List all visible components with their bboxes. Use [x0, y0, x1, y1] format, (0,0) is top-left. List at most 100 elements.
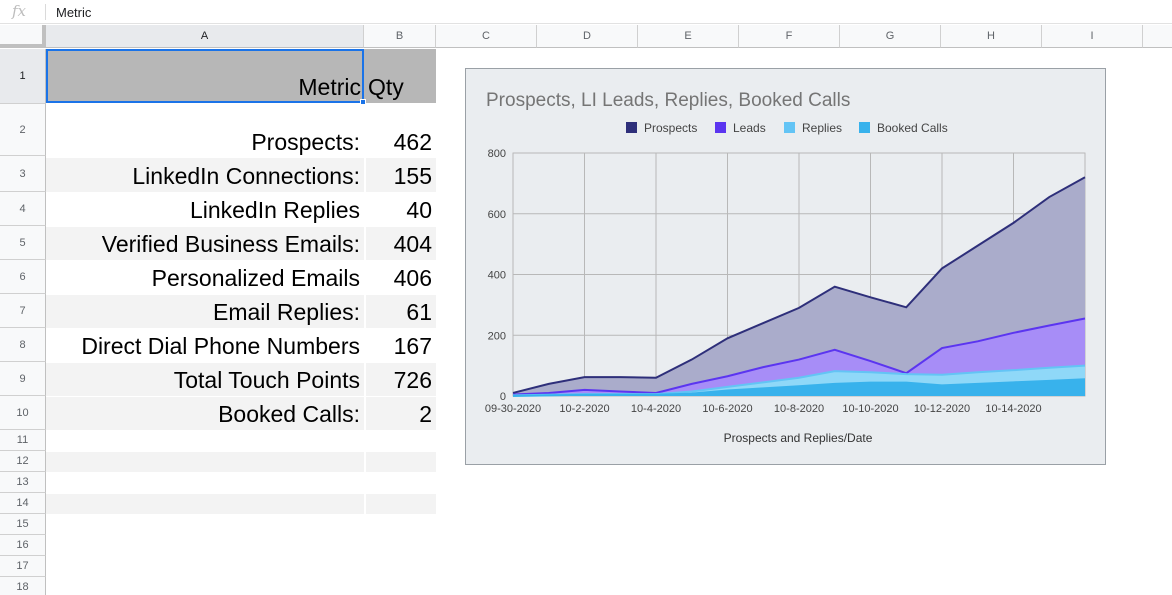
- fx-icon: fx: [12, 2, 27, 20]
- cell-b10[interactable]: 2: [419, 401, 432, 427]
- cell-a1[interactable]: Metric: [298, 74, 361, 100]
- cell-b8[interactable]: 167: [393, 333, 432, 359]
- band-row-7-b: [366, 295, 436, 328]
- chart-areas: [513, 177, 1085, 396]
- cell-a9[interactable]: Total Touch Points: [173, 367, 360, 393]
- row-header-9[interactable]: 9: [0, 362, 46, 396]
- band-row-3-a: [46, 158, 364, 192]
- row-header-6[interactable]: 6: [0, 260, 46, 294]
- cell-b5[interactable]: 404: [393, 231, 432, 257]
- active-cell-selection[interactable]: [46, 49, 364, 103]
- chart-title: Prospects, LI Leads, Replies, Booked Cal…: [486, 90, 850, 111]
- chart-lines: [512, 176, 1086, 397]
- legend-label-0: Prospects: [644, 121, 697, 135]
- cell-a8[interactable]: Direct Dial Phone Numbers: [81, 333, 360, 359]
- row-header-14[interactable]: 14: [0, 493, 46, 514]
- cell-b3[interactable]: 155: [393, 163, 432, 189]
- row-header-12[interactable]: 12: [0, 451, 46, 472]
- series-line-1: [512, 317, 1086, 396]
- row-header-7[interactable]: 7: [0, 294, 46, 328]
- cell-b6[interactable]: 406: [393, 265, 432, 291]
- series-area-0: [513, 177, 1085, 396]
- cell-b9[interactable]: 726: [393, 367, 432, 393]
- chart-x-ticks: 09-30-2020 10-2-2020 10-4-2020 10-6-2020 10-…: [485, 403, 1042, 415]
- frozen-column-handle[interactable]: [42, 25, 46, 48]
- cell-a4[interactable]: LinkedIn Replies: [189, 197, 360, 223]
- column-header-a[interactable]: A: [46, 25, 364, 48]
- chart-y-ticks: 0 200 400 600 800: [488, 148, 506, 403]
- y-tick-label-1: 200: [488, 330, 506, 342]
- row-header-5[interactable]: 5: [0, 226, 46, 260]
- chart-canvas: 0 200 400 600 800 09-30-2020 10-2-2020 10-4-20…: [485, 90, 1086, 445]
- cell-a7[interactable]: Email Replies:: [213, 299, 360, 325]
- y-tick-label-2: 400: [488, 270, 506, 282]
- row-header-1[interactable]: 1: [0, 49, 46, 104]
- header-row-fill: [46, 49, 436, 103]
- area-chart[interactable]: 0 200 400 600 800 09-30-2020 10-2-2020 10-4-20…: [465, 68, 1106, 465]
- x-tick-label-3: 10-6-2020: [702, 403, 752, 415]
- legend-label-2: Replies: [802, 121, 842, 135]
- formula-bar: fx Metric: [0, 0, 1172, 24]
- legend-swatch-2: [784, 122, 795, 133]
- row-header-3[interactable]: 3: [0, 156, 46, 192]
- row-header-8[interactable]: 8: [0, 328, 46, 362]
- cell-a2[interactable]: Prospects:: [251, 129, 360, 155]
- band-row-5-b: [366, 227, 436, 260]
- column-header-i[interactable]: I: [1042, 25, 1143, 48]
- cell-a6[interactable]: Personalized Emails: [151, 265, 360, 291]
- legend-swatch-3: [859, 122, 870, 133]
- y-tick-label-0: 0: [500, 391, 506, 403]
- series-line-0: [512, 176, 1086, 394]
- column-header-e[interactable]: E: [638, 25, 739, 48]
- row-header-2[interactable]: 2: [0, 104, 46, 156]
- column-header-j[interactable]: [1143, 25, 1172, 48]
- frozen-row-handle[interactable]: [0, 44, 45, 48]
- cell-b4[interactable]: 40: [406, 197, 432, 223]
- cell-b2[interactable]: 462: [393, 129, 432, 155]
- column-header-h[interactable]: H: [941, 25, 1042, 48]
- row-header-4[interactable]: 4: [0, 192, 46, 226]
- row-header-10[interactable]: 10: [0, 396, 46, 430]
- legend-label-3: Booked Calls: [877, 121, 948, 135]
- band-row-7-a: [46, 295, 364, 328]
- band-row-5-a: [46, 227, 364, 260]
- cell-a3[interactable]: LinkedIn Connections:: [132, 163, 360, 189]
- column-header-g[interactable]: G: [840, 25, 941, 48]
- legend-swatch-0: [626, 122, 637, 133]
- y-tick-label-4: 800: [488, 148, 506, 160]
- column-header-f[interactable]: F: [739, 25, 840, 48]
- cell-a10[interactable]: Booked Calls:: [218, 401, 360, 427]
- band-row-9-b: [366, 363, 436, 396]
- cell-b7[interactable]: 61: [406, 299, 432, 325]
- x-tick-label-0: 09-30-2020: [485, 403, 541, 415]
- column-header-c[interactable]: C: [436, 25, 537, 48]
- band-row-14-b: [366, 494, 436, 514]
- row-header-16[interactable]: 16: [0, 535, 46, 556]
- column-header-b[interactable]: B: [364, 25, 436, 48]
- formula-input[interactable]: Metric: [56, 5, 92, 20]
- row-header-15[interactable]: 15: [0, 514, 46, 535]
- series-area-3: [513, 379, 1085, 396]
- column-header-d[interactable]: D: [537, 25, 638, 48]
- band-row-10-b: [366, 397, 436, 430]
- band-row-9-a: [46, 363, 364, 396]
- x-tick-label-7: 10-14-2020: [985, 403, 1041, 415]
- fill-handle[interactable]: [360, 99, 366, 105]
- x-tick-label-4: 10-8-2020: [774, 403, 824, 415]
- row-header-18[interactable]: 18: [0, 577, 46, 595]
- x-tick-label-5: 10-10-2020: [842, 403, 898, 415]
- band-row-10-a: [46, 397, 364, 430]
- cell-b1[interactable]: Qty: [368, 74, 404, 100]
- cell-a5[interactable]: Verified Business Emails:: [101, 231, 360, 257]
- row-header-13[interactable]: 13: [0, 472, 46, 493]
- row-header-17[interactable]: 17: [0, 556, 46, 577]
- legend-label-1: Leads: [733, 121, 766, 135]
- chart-legend: Prospects Leads Replies Booked Calls: [626, 121, 948, 135]
- band-row-12-a: [46, 452, 364, 472]
- band-row-3-b: [366, 158, 436, 192]
- row-header-11[interactable]: 11: [0, 430, 46, 451]
- y-tick-label-3: 600: [488, 209, 506, 221]
- formula-divider: [45, 4, 46, 20]
- band-row-12-b: [366, 452, 436, 472]
